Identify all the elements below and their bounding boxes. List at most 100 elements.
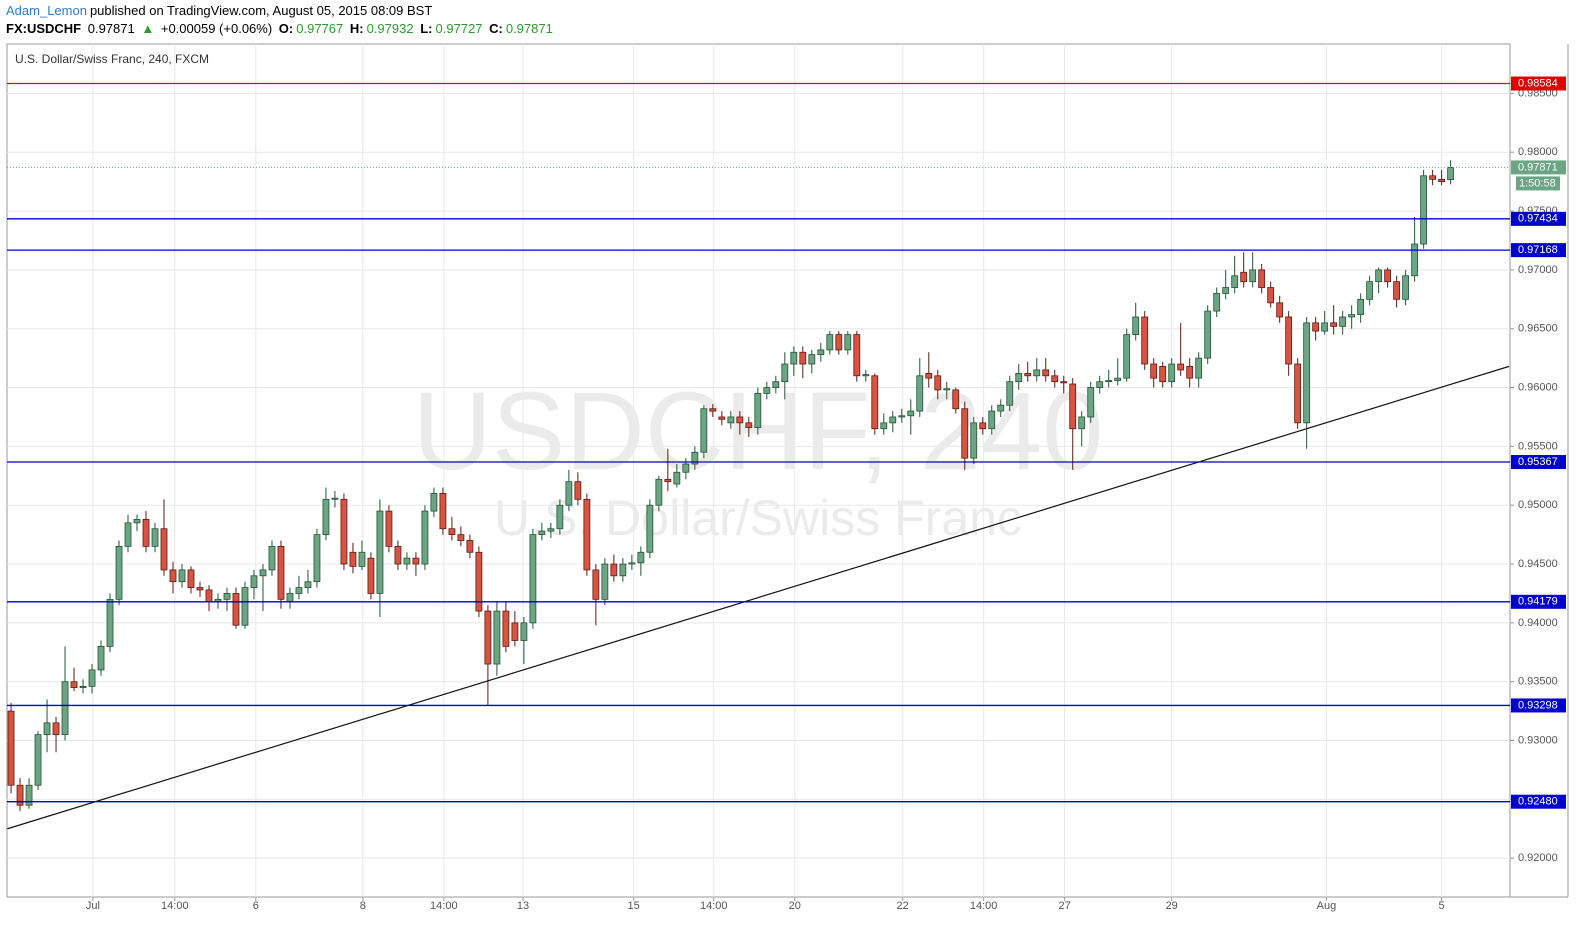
x-tick-label: 14:00: [970, 900, 998, 912]
candle-body: [232, 593, 240, 626]
candle-body: [736, 416, 744, 424]
candle-body: [1285, 316, 1293, 365]
level-tag: [1511, 211, 1566, 226]
candle-body: [43, 722, 51, 736]
candle-body: [637, 551, 645, 564]
candle-body: [1330, 322, 1338, 327]
level-tag-label: 0.92480: [1518, 796, 1558, 808]
candle-body: [1213, 293, 1221, 312]
candle-body: [1141, 316, 1149, 365]
candle-body: [529, 534, 537, 624]
candle-body: [763, 387, 771, 394]
candle-body: [961, 408, 969, 459]
candle-body: [781, 363, 789, 383]
candle-body: [745, 422, 753, 428]
ohlc-label: H:: [349, 21, 364, 36]
level-tag: [1511, 243, 1566, 258]
level-tag-label: 0.93298: [1518, 699, 1558, 711]
candle-body: [1195, 357, 1203, 379]
candle-body: [16, 784, 24, 806]
candle-body: [799, 351, 807, 365]
candle-body: [1384, 269, 1392, 283]
candle-body: [1015, 373, 1023, 383]
y-tick-label: 0.95500: [1518, 440, 1558, 452]
last-price: 0.97871: [87, 21, 135, 36]
candle-body: [646, 504, 654, 553]
x-tick-label: 29: [1166, 900, 1178, 912]
candle-body: [1258, 269, 1266, 288]
level-tag-label: 0.97168: [1518, 244, 1558, 256]
candle-body: [988, 410, 996, 430]
candle-body: [997, 404, 1005, 412]
x-tick-label: 13: [517, 900, 529, 912]
candle-body: [835, 334, 843, 351]
candle-body: [1150, 363, 1158, 379]
candle-body: [916, 375, 924, 412]
candle-body: [1231, 275, 1239, 288]
level-tag-label: 0.97434: [1518, 213, 1558, 225]
level-tag-label: 0.94179: [1518, 596, 1558, 608]
candle-body: [574, 481, 582, 500]
candle-body: [1339, 316, 1347, 327]
ohlc-value: 0.97932: [366, 21, 414, 36]
x-tick-label: 5: [1439, 900, 1445, 912]
candle-body: [358, 551, 366, 567]
candle-body: [313, 534, 321, 583]
level-tag: [1511, 698, 1566, 713]
candle-body: [187, 569, 195, 588]
x-tick-label: 14:00: [700, 900, 728, 912]
candle-body: [151, 528, 159, 547]
candle-body: [628, 562, 636, 565]
candle-body: [871, 375, 879, 430]
ohlc-label: O:: [278, 21, 294, 36]
y-tick-label: 0.94500: [1518, 558, 1558, 570]
candle-body: [331, 497, 339, 500]
candle-body: [547, 528, 555, 532]
candle-body: [682, 463, 690, 473]
candle-body: [268, 545, 276, 571]
candle-body: [691, 451, 699, 465]
candle-body: [943, 388, 951, 391]
candle-body: [952, 389, 960, 410]
candle-body: [439, 493, 447, 530]
candle-body: [466, 540, 474, 553]
candle-body: [322, 498, 330, 536]
candle-body: [853, 334, 861, 377]
candle-body: [25, 784, 33, 806]
candle-body: [862, 374, 870, 377]
y-tick-label: 0.94000: [1518, 617, 1558, 629]
candle-body: [34, 734, 42, 786]
candle-body: [538, 530, 546, 536]
candle-body: [142, 518, 150, 547]
change-arrow: ▲: [141, 21, 155, 36]
watermark-subtitle: U.S. Dollar/Swiss Franc: [494, 490, 1022, 546]
candle-body: [70, 681, 78, 688]
candle-body: [1069, 383, 1077, 430]
candle-body: [367, 557, 375, 594]
candle-body: [601, 563, 609, 600]
y-tick-label: 0.93500: [1518, 676, 1558, 688]
candle-body: [340, 498, 348, 565]
candle-body: [1240, 271, 1248, 283]
candle-body: [196, 587, 204, 591]
candle-body: [385, 510, 393, 547]
candle-body: [304, 581, 312, 588]
candle-body: [259, 569, 267, 577]
candle-body: [610, 563, 618, 577]
candle-body: [52, 722, 60, 736]
candle-body: [1051, 375, 1059, 383]
y-tick-label: 0.98000: [1518, 146, 1558, 158]
author-link[interactable]: Adam_Lemon: [6, 3, 87, 18]
candle-body: [655, 478, 663, 506]
candle-body: [520, 622, 528, 641]
ohlc-label: L:: [420, 21, 433, 36]
candle-body: [934, 375, 942, 391]
header: Adam_Lemon published on TradingView.com, …: [6, 2, 556, 38]
candle-body: [1267, 287, 1275, 304]
grid: [7, 44, 1510, 897]
x-tick-label: 8: [360, 900, 366, 912]
candle-body: [1447, 167, 1455, 181]
candle-body: [1132, 316, 1140, 336]
candle-body: [970, 422, 978, 459]
